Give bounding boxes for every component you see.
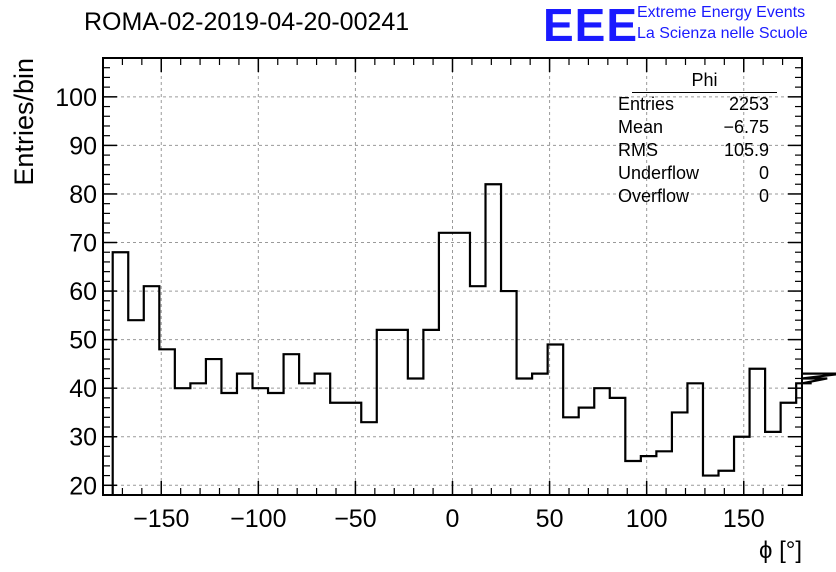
histogram-bin: [781, 403, 797, 495]
x-tick-label: 0: [446, 505, 460, 533]
histogram-bin: [501, 291, 517, 495]
histogram-bin: [454, 233, 470, 495]
run-title: ROMA-02-2019-04-20-00241: [84, 8, 410, 36]
histogram-bin: [687, 383, 703, 495]
histogram-bin: [408, 378, 424, 495]
stats-row-underflow: Underflow 0: [610, 162, 777, 185]
histogram-bin: [221, 393, 237, 495]
x-tick-label: −100: [230, 505, 286, 533]
histogram-bin: [346, 403, 362, 495]
histogram-bin: [159, 349, 175, 495]
histogram-bin: [144, 286, 160, 495]
histogram-bin: [330, 403, 346, 495]
histogram-bin: [486, 184, 502, 495]
histogram-bin: [734, 437, 750, 495]
stats-value: −6.75: [723, 117, 769, 137]
histogram-bin: [641, 456, 657, 495]
y-tick-label: 20: [69, 472, 97, 500]
histogram-bin: [237, 374, 253, 495]
x-tick-label: −50: [334, 505, 376, 533]
histogram-bin: [765, 432, 781, 495]
histogram-bin: [719, 471, 735, 495]
histogram-bin: [299, 383, 315, 495]
logo-subtitle-line1: Extreme Energy Events: [637, 4, 806, 21]
x-tick-label: −150: [133, 505, 189, 533]
y-axis-label: Entries/bin: [9, 58, 39, 186]
histogram-bin: [656, 451, 672, 495]
stats-label: Mean: [618, 117, 664, 137]
histogram-bin: [610, 398, 626, 495]
histogram-bin: [128, 320, 144, 495]
histogram-bin: [423, 330, 439, 495]
histogram-bin: [253, 388, 269, 495]
histogram-bin: [392, 330, 408, 495]
histogram-bars: [111, 183, 836, 495]
y-tick-label: 70: [69, 230, 97, 258]
stats-label: Underflow: [618, 163, 700, 183]
histogram-bin: [532, 374, 548, 495]
stats-box: Phi Entries 2253 Mean −6.75 RMS 105.9 Un…: [610, 70, 777, 208]
y-tick-label: 90: [69, 132, 97, 160]
y-tick-label: 60: [69, 278, 97, 306]
logo-subtitle-line2: La Scienza nelle Scuole: [637, 25, 808, 42]
y-tick-label: 40: [69, 375, 97, 403]
stats-value: 0: [758, 163, 769, 183]
stats-label: Entries: [618, 94, 675, 114]
histogram-bin: [579, 408, 595, 495]
histogram-step-line: [111, 183, 836, 495]
stats-value: 105.9: [723, 140, 769, 160]
histogram-bin: [517, 378, 533, 495]
y-tick-label: 100: [55, 84, 97, 112]
stats-row-rms: RMS 105.9: [610, 139, 777, 162]
histogram-bin: [672, 412, 688, 495]
histogram-bin: [284, 354, 300, 495]
eee-logo: EEE: [543, 0, 639, 51]
stats-value: 0: [758, 186, 769, 206]
x-tick-label: 150: [723, 505, 765, 533]
histogram-bin: [315, 374, 331, 495]
histogram-bin: [548, 344, 564, 495]
axis-ticks: [102, 57, 803, 496]
stats-label: RMS: [618, 140, 658, 160]
x-tick-label: 100: [626, 505, 668, 533]
stats-row-entries: Entries 2253: [610, 93, 777, 116]
histogram-bin: [206, 359, 222, 495]
axis-tick-labels: −150 −100 −50 0 50 100 150 20 30 40 50 60 70 80 90 100: [55, 84, 764, 533]
histogram-bin: [750, 369, 766, 495]
stats-label: Overflow: [618, 186, 690, 206]
x-tick-label: 50: [536, 505, 564, 533]
histogram-bin: [439, 233, 455, 495]
histogram-bin: [175, 388, 191, 495]
stats-title: Phi: [632, 70, 777, 93]
histogram-bin: [470, 286, 486, 495]
y-tick-label: 30: [69, 424, 97, 452]
stats-value: 2253: [728, 94, 769, 114]
histogram-bin: [361, 422, 377, 495]
histogram-bin: [268, 393, 284, 495]
histogram-bin: [563, 417, 579, 495]
y-tick-label: 50: [69, 327, 97, 355]
histogram-bin: [113, 252, 129, 495]
histogram-bin: [190, 383, 206, 495]
stats-row-mean: Mean −6.75: [610, 116, 777, 139]
y-tick-label: 80: [69, 181, 97, 209]
histogram-bin: [377, 330, 393, 495]
stats-row-overflow: Overflow 0: [610, 185, 777, 208]
x-axis-label: ϕ [°]: [759, 537, 802, 564]
histogram-bin: [594, 388, 610, 495]
